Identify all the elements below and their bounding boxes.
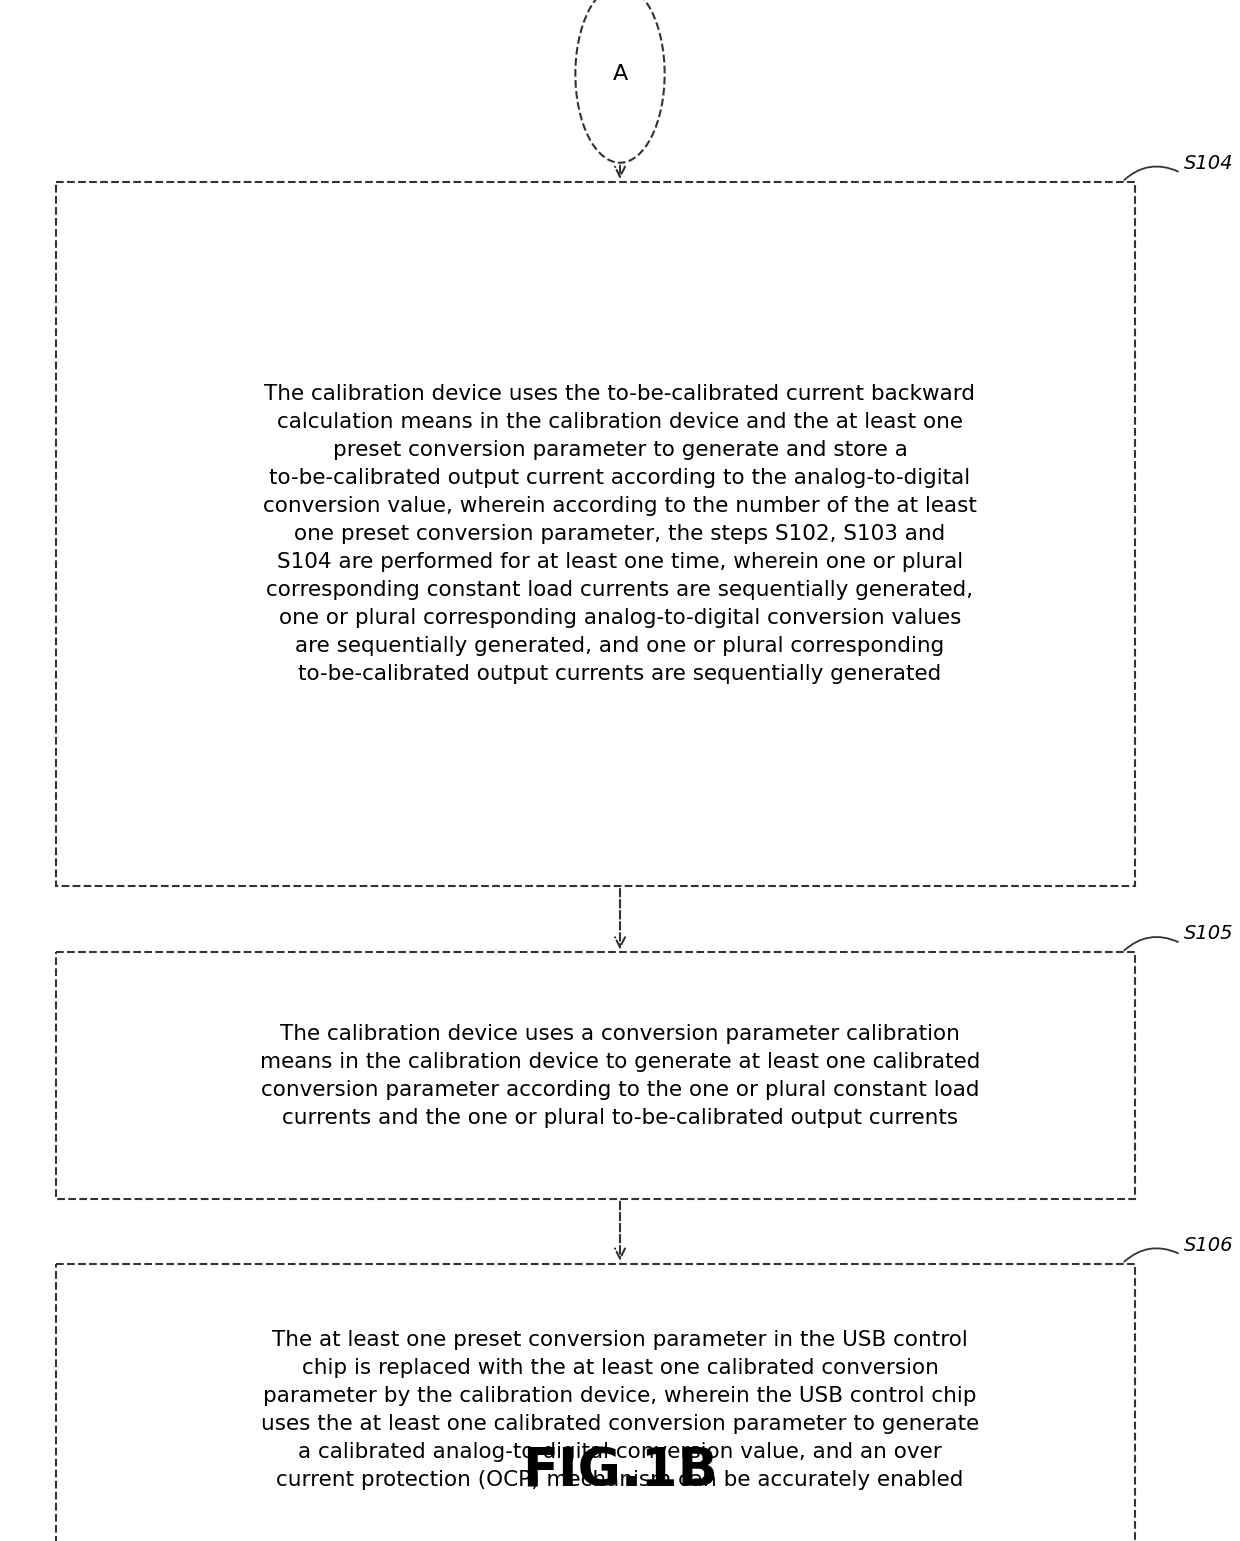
Text: S104: S104	[1184, 154, 1234, 173]
Text: The calibration device uses a conversion parameter calibration
means in the cali: The calibration device uses a conversion…	[260, 1023, 980, 1128]
FancyBboxPatch shape	[56, 182, 1135, 886]
Text: The calibration device uses the to-be-calibrated current backward
calculation me: The calibration device uses the to-be-ca…	[263, 384, 977, 684]
Text: A: A	[613, 65, 627, 83]
Text: FIG.1B: FIG.1B	[522, 1445, 718, 1498]
FancyBboxPatch shape	[56, 1264, 1135, 1541]
Text: The at least one preset conversion parameter in the USB control
chip is replaced: The at least one preset conversion param…	[260, 1330, 980, 1490]
FancyBboxPatch shape	[56, 952, 1135, 1199]
Text: S106: S106	[1184, 1236, 1234, 1254]
Text: S105: S105	[1184, 925, 1234, 943]
